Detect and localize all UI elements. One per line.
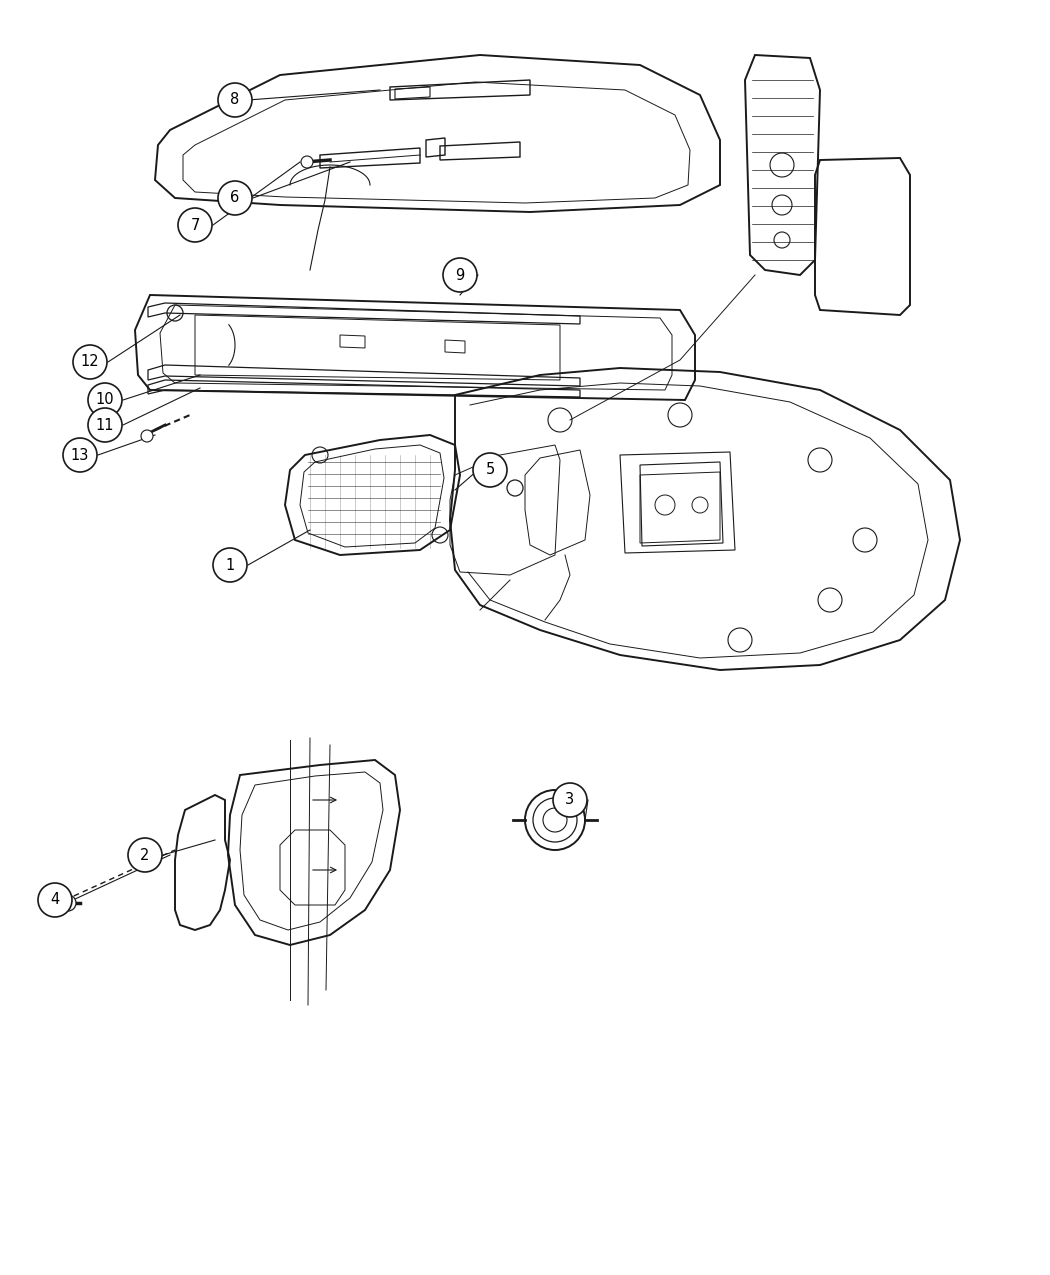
Circle shape [553, 783, 587, 817]
Circle shape [213, 548, 247, 581]
Text: 11: 11 [96, 417, 114, 432]
Circle shape [443, 258, 477, 292]
Circle shape [301, 156, 313, 168]
Circle shape [38, 884, 72, 917]
Text: 1: 1 [226, 557, 234, 572]
Circle shape [141, 430, 153, 442]
Text: 3: 3 [566, 793, 574, 807]
Circle shape [74, 346, 107, 379]
Text: 2: 2 [141, 848, 150, 862]
Circle shape [88, 408, 122, 442]
Circle shape [507, 479, 523, 496]
Text: 5: 5 [485, 463, 495, 478]
Circle shape [178, 208, 212, 242]
Text: 10: 10 [96, 393, 114, 408]
Circle shape [472, 453, 507, 487]
Circle shape [543, 808, 567, 833]
Circle shape [218, 181, 252, 215]
Text: 7: 7 [190, 218, 200, 232]
Text: 13: 13 [70, 448, 89, 463]
Text: 8: 8 [230, 93, 239, 107]
Text: 9: 9 [456, 268, 464, 283]
Circle shape [218, 83, 252, 117]
Circle shape [88, 382, 122, 417]
Text: 4: 4 [50, 892, 60, 908]
Text: 6: 6 [230, 190, 239, 205]
Circle shape [63, 439, 97, 472]
Circle shape [60, 895, 76, 912]
Circle shape [128, 838, 162, 872]
Text: 12: 12 [81, 354, 100, 370]
